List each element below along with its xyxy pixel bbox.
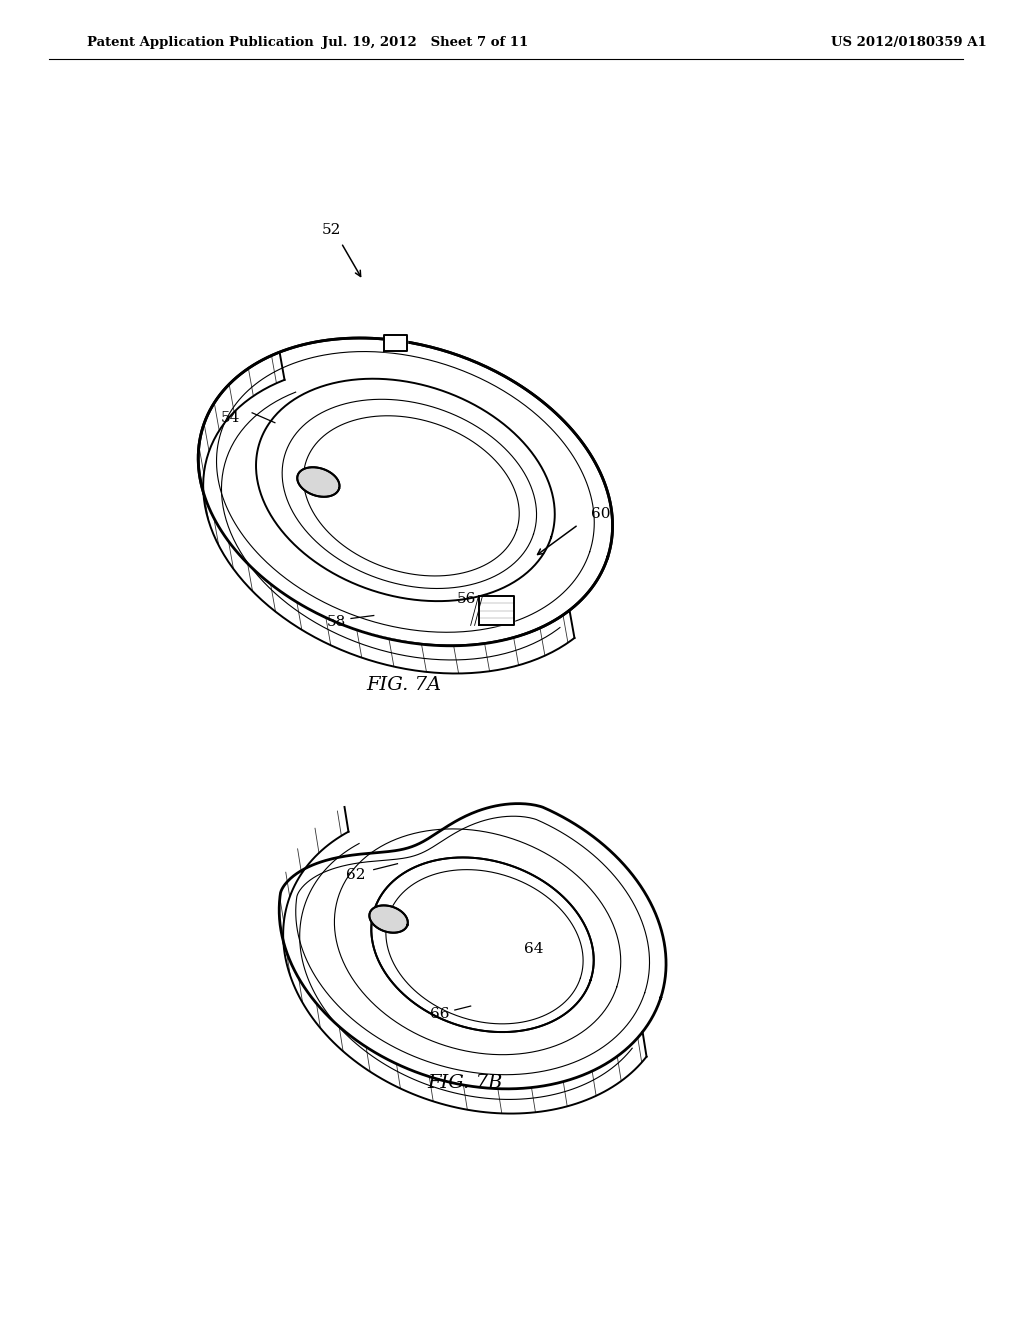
Text: 52: 52 xyxy=(322,223,341,236)
Text: FIG. 7A: FIG. 7A xyxy=(366,676,441,694)
Polygon shape xyxy=(478,595,514,626)
Polygon shape xyxy=(199,338,612,645)
Text: 56: 56 xyxy=(457,591,476,606)
Text: FIG. 7B: FIG. 7B xyxy=(427,1074,503,1092)
Polygon shape xyxy=(280,804,666,1089)
Text: 64: 64 xyxy=(524,941,544,956)
Text: Jul. 19, 2012   Sheet 7 of 11: Jul. 19, 2012 Sheet 7 of 11 xyxy=(322,36,528,49)
Text: 66: 66 xyxy=(430,1007,450,1020)
Polygon shape xyxy=(384,335,408,351)
Text: 60: 60 xyxy=(591,507,610,520)
Text: US 2012/0180359 A1: US 2012/0180359 A1 xyxy=(830,36,986,49)
Text: 58: 58 xyxy=(327,615,345,630)
Polygon shape xyxy=(372,858,594,1032)
Text: 62: 62 xyxy=(346,867,366,882)
Polygon shape xyxy=(297,467,340,496)
Polygon shape xyxy=(370,906,408,933)
Text: Patent Application Publication: Patent Application Publication xyxy=(87,36,313,49)
Text: 54: 54 xyxy=(220,411,240,425)
